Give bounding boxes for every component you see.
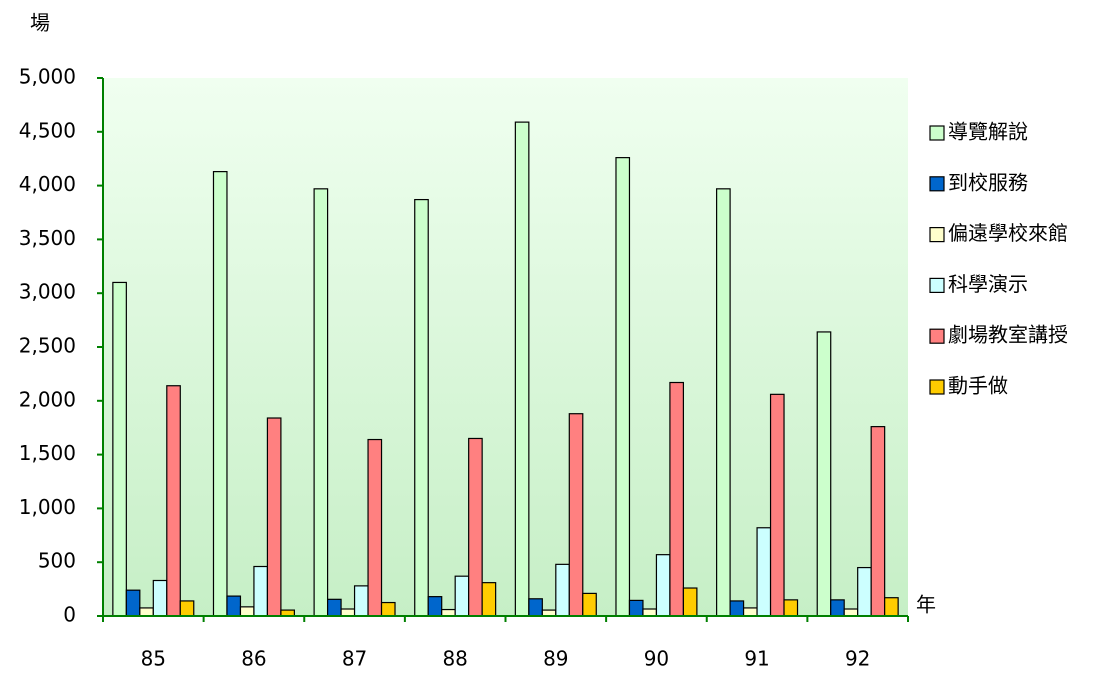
- y-axis-label: 場: [30, 11, 50, 35]
- bar: [226, 595, 242, 617]
- bar: [669, 381, 685, 617]
- bar: [340, 608, 356, 617]
- bar: [367, 438, 383, 617]
- bar: [468, 437, 483, 617]
- bar: [166, 385, 181, 617]
- y-tick-label: 500: [38, 549, 76, 573]
- bar: [857, 566, 872, 617]
- bar: [769, 393, 785, 617]
- bar: [870, 426, 886, 617]
- legend-label: 偏遠學校來館: [948, 221, 1068, 245]
- legend-label: 導覽解說: [948, 120, 1028, 144]
- y-tick-label: 4,500: [19, 118, 76, 142]
- bar: [414, 198, 429, 617]
- bar: [380, 601, 396, 617]
- legend-swatch: [929, 328, 945, 344]
- x-axis-label: 年: [916, 593, 936, 617]
- bar: [582, 592, 597, 617]
- bar: [742, 607, 758, 617]
- bar: [514, 121, 530, 617]
- legend-swatch: [929, 277, 945, 293]
- bar: [783, 599, 799, 617]
- x-tick-label: 89: [543, 647, 568, 671]
- y-tick-label: 3,000: [19, 280, 76, 304]
- bar: [179, 600, 195, 617]
- bar: [353, 585, 369, 617]
- bar: [212, 171, 228, 617]
- bar: [481, 582, 497, 617]
- bar: [568, 413, 584, 617]
- y-tick-label: 4,000: [19, 172, 76, 196]
- y-tick-label: 5,000: [19, 65, 76, 89]
- bar: [454, 575, 470, 617]
- legend-label: 動手做: [948, 374, 1008, 398]
- bar: [615, 157, 631, 617]
- x-tick-label: 90: [644, 647, 669, 671]
- bar: [642, 608, 658, 617]
- bar: [729, 600, 745, 617]
- legend-label: 到校服務: [948, 170, 1028, 194]
- bar: [830, 599, 845, 617]
- bar: [756, 527, 772, 617]
- y-tick-label: 1,500: [19, 441, 76, 465]
- bar: [682, 587, 698, 617]
- y-tick-label: 2,500: [19, 334, 76, 358]
- bar: [253, 565, 269, 617]
- x-tick-label: 85: [141, 647, 166, 671]
- bar: [528, 598, 543, 617]
- bar: [125, 589, 141, 617]
- legend-swatch: [929, 176, 945, 192]
- y-tick-label: 2,000: [19, 387, 76, 411]
- bar: [139, 607, 154, 617]
- legend-swatch: [929, 125, 945, 141]
- bar: [655, 554, 671, 617]
- y-tick-label: 3,500: [19, 226, 76, 250]
- bar: [266, 417, 282, 617]
- bar: [884, 597, 899, 617]
- bar: [427, 596, 443, 617]
- legend-label: 科學演示: [948, 272, 1028, 296]
- legend-label: 劇場教室講授: [948, 323, 1068, 347]
- bar: [716, 188, 731, 617]
- x-tick-label: 88: [442, 647, 467, 671]
- bar: [112, 281, 127, 617]
- x-tick-label: 87: [342, 647, 367, 671]
- y-tick-label: 0: [63, 603, 76, 627]
- bar: [152, 579, 168, 617]
- y-tick-label: 1,000: [19, 495, 76, 519]
- legend-swatch: [929, 379, 945, 395]
- bar: [843, 608, 859, 617]
- bar: [326, 598, 342, 617]
- x-tick-label: 91: [744, 647, 769, 671]
- legend-swatch: [929, 227, 945, 243]
- bar: [816, 331, 832, 617]
- bar: [313, 188, 329, 617]
- x-tick-label: 92: [845, 647, 870, 671]
- x-tick-label: 86: [241, 647, 266, 671]
- bar: [628, 599, 644, 617]
- bar: [239, 606, 255, 617]
- bar: [555, 563, 570, 617]
